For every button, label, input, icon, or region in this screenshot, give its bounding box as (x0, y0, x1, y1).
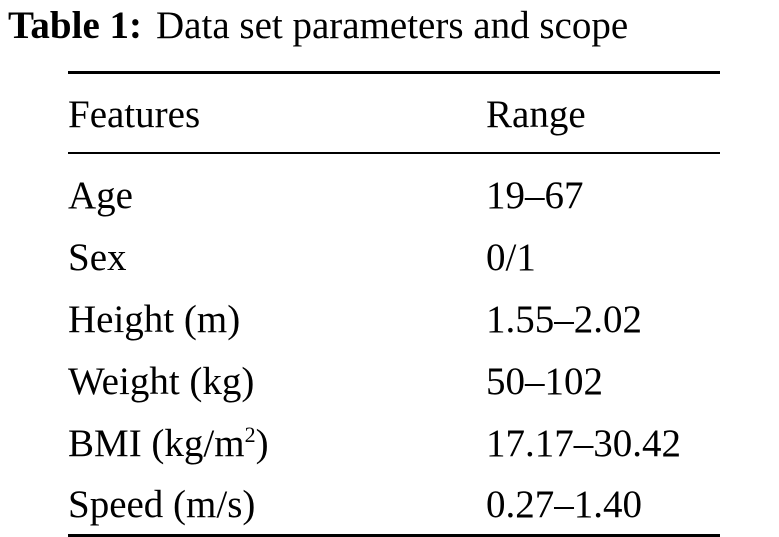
table-row: Sex 0/1 (68, 226, 720, 288)
cell-range: 50–102 (486, 359, 603, 403)
table-row: BMI (kg/m2) 17.17–30.42 (68, 412, 720, 474)
feature-label: Age (68, 173, 133, 217)
table-body: Age 19–67 Sex 0/1 Height (m) 1.55–2.02 W… (68, 153, 720, 536)
table-row: Height (m) 1.55–2.02 (68, 288, 720, 350)
feature-label: Sex (68, 235, 127, 279)
header-row: Features Range (68, 72, 720, 153)
header-features: Features (68, 92, 201, 136)
caption-text: Data set parameters and scope (156, 4, 629, 47)
table-header: Features Range (68, 72, 720, 153)
cell-feature: Sex (68, 226, 486, 288)
header-range: Range (486, 92, 586, 136)
table-row: Age 19–67 (68, 153, 720, 226)
feature-label-suffix: ) (255, 421, 269, 465)
table-row: Weight (kg) 50–102 (68, 350, 720, 412)
unit-exponent: 2 (244, 421, 256, 447)
feature-label: Height (m) (68, 297, 241, 341)
data-table: Features Range Age 19–67 Sex 0/1 Height … (68, 71, 720, 537)
feature-label: Weight (kg) (68, 359, 255, 403)
cell-range: 0.27–1.40 (486, 482, 642, 526)
table-caption: Table 1: Data set parameters and scope (8, 2, 628, 50)
cell-feature: Age (68, 153, 486, 226)
table-row: Speed (m/s) 0.27–1.40 (68, 474, 720, 536)
cell-feature: BMI (kg/m2) (68, 412, 486, 474)
cell-range: 0/1 (486, 235, 536, 279)
cell-feature: Height (m) (68, 288, 486, 350)
cell-range: 17.17–30.42 (486, 421, 681, 465)
feature-label: BMI (kg/m (68, 421, 245, 465)
cell-feature: Speed (m/s) (68, 474, 486, 536)
cell-range: 19–67 (486, 173, 584, 217)
cell-feature: Weight (kg) (68, 350, 486, 412)
cell-range: 1.55–2.02 (486, 297, 642, 341)
feature-label: Speed (m/s) (68, 482, 256, 526)
caption-label: Table 1: (8, 4, 143, 47)
